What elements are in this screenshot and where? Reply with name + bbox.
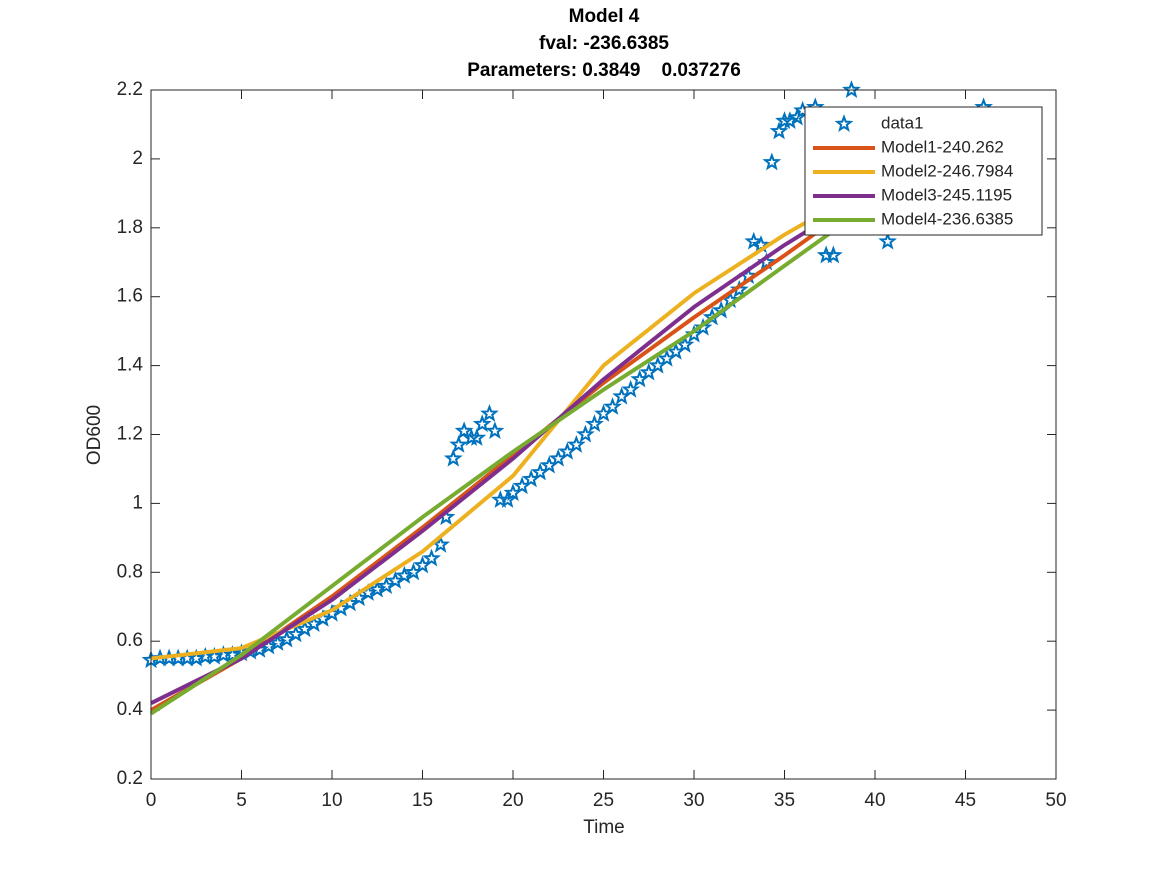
data-point [467, 428, 487, 446]
x-tick-label: 45 [955, 790, 976, 811]
data-point [744, 231, 764, 250]
data-point [461, 428, 481, 446]
x-tick-label: 15 [412, 790, 433, 811]
data-point [472, 414, 492, 433]
data-point [762, 152, 782, 171]
title-line: fval: -236.6385 [539, 33, 669, 54]
y-tick-label: 2 [132, 148, 143, 169]
legend-label: data1 [881, 113, 924, 132]
x-tick-label: 5 [236, 790, 247, 811]
title-line: Model 4 [569, 6, 640, 27]
data-point [775, 111, 794, 129]
data-point [449, 434, 469, 453]
data-point [367, 579, 387, 598]
y-tick-label: 0.4 [117, 699, 144, 720]
data-point [480, 403, 499, 422]
y-tick-label: 1.6 [117, 286, 143, 307]
legend-label: Model1-240.262 [881, 137, 1004, 156]
title-line: Parameters: 0.3849 0.037276 [467, 60, 741, 81]
data-point [498, 490, 517, 508]
x-tick-label: 20 [502, 790, 523, 811]
data-point [585, 414, 604, 433]
x-tick-label: 50 [1045, 790, 1066, 811]
model-line [150, 191, 858, 661]
x-tick-label: 40 [864, 790, 885, 811]
y-tick-label: 0.6 [117, 630, 143, 651]
data-point [603, 397, 622, 415]
data-point [576, 424, 595, 443]
x-tick-label: 25 [593, 790, 614, 811]
y-tick-label: 0.2 [117, 768, 143, 789]
data-point [395, 565, 414, 584]
y-tick-label: 1 [132, 492, 143, 513]
legend-label: Model4-236.6385 [881, 209, 1013, 228]
y-tick-label: 1.8 [117, 217, 143, 238]
data-point [769, 121, 789, 140]
data-point [693, 317, 713, 336]
data-point [842, 80, 861, 98]
data-point [566, 434, 586, 453]
data-point [443, 448, 463, 467]
y-tick-label: 2.2 [117, 79, 143, 100]
x-axis-label: Time [583, 817, 625, 838]
data-point [485, 421, 505, 440]
y-tick-label: 0.8 [117, 561, 143, 582]
y-tick-label: 1.4 [117, 355, 144, 376]
data-point [268, 633, 288, 651]
axes-box [150, 89, 1057, 780]
y-tick-label: 1.2 [117, 424, 143, 445]
y-axis-label: OD600 [84, 405, 105, 465]
data-point [787, 107, 807, 126]
data-point [675, 335, 695, 353]
data-point [422, 548, 441, 567]
legend-label: Model3-245.1195 [881, 185, 1012, 204]
data-point [878, 231, 898, 250]
legend-symbol [834, 114, 854, 132]
data-point [621, 379, 641, 398]
legend-label: Model2-246.7984 [881, 161, 1013, 180]
data-point [454, 421, 474, 440]
model-line [149, 212, 859, 716]
data-point [823, 245, 843, 264]
x-tick-label: 0 [146, 790, 157, 811]
x-tick-label: 35 [774, 790, 795, 811]
x-tick-label: 30 [683, 790, 704, 811]
x-tick-label: 10 [321, 790, 342, 811]
model-line [150, 198, 858, 706]
